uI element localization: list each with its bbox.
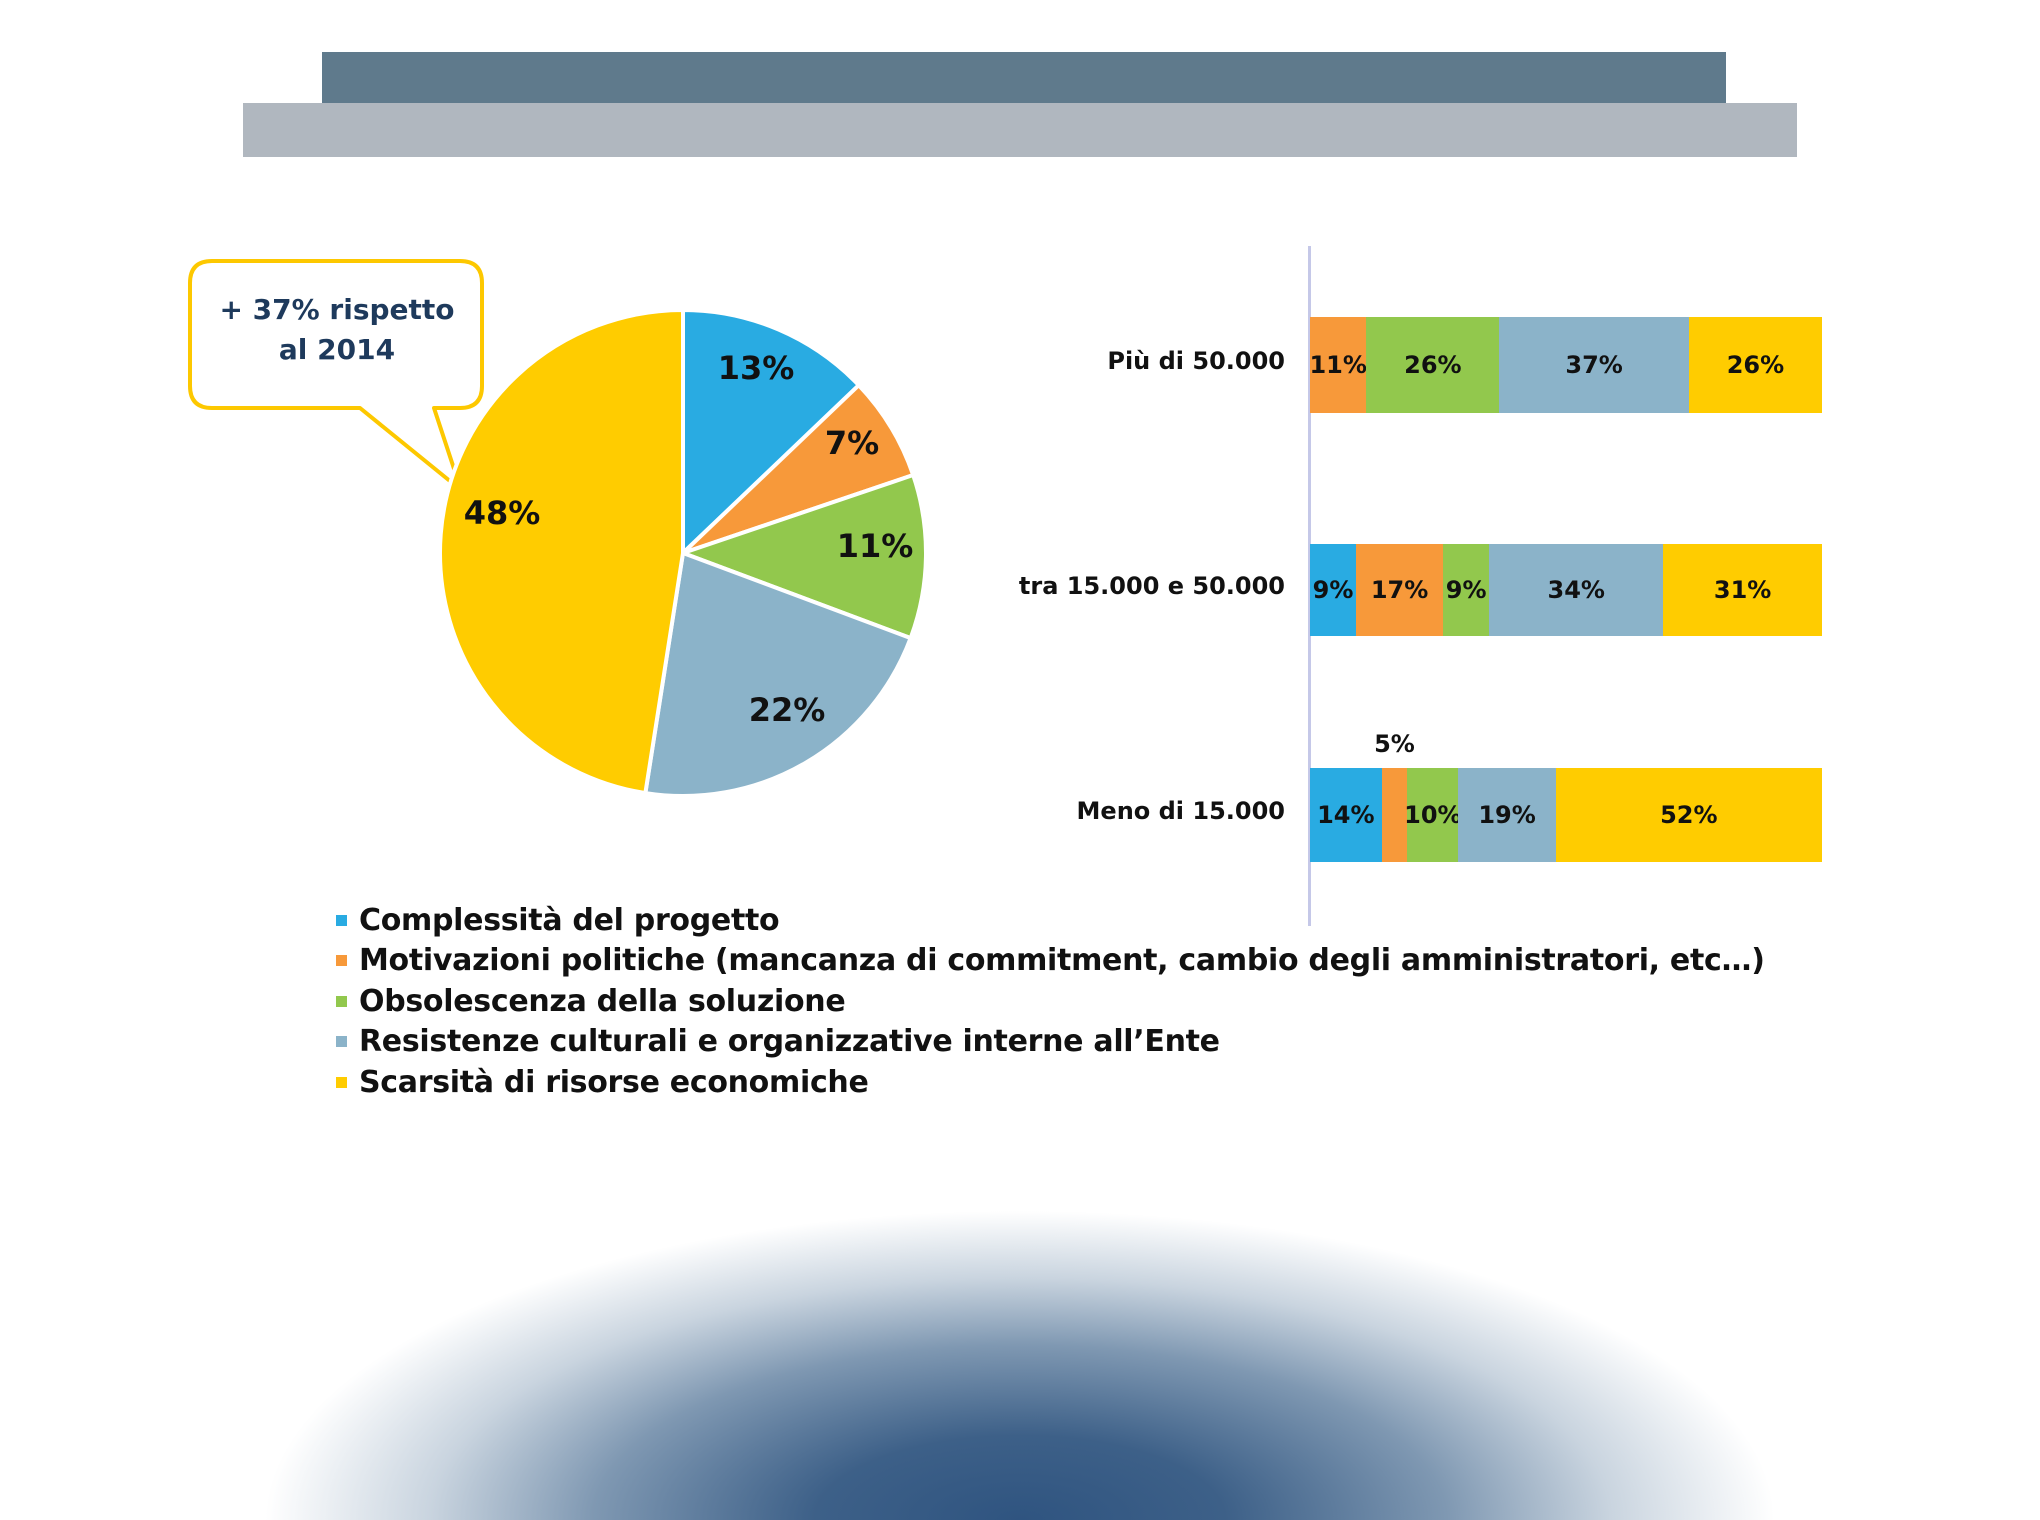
header-subtitle-bar	[243, 103, 1797, 157]
bar-segment-label: 14%	[1317, 801, 1375, 829]
bar-segment-label: 17%	[1370, 576, 1429, 604]
legend-item: Scarsità di risorse economiche	[336, 1062, 1765, 1103]
pie-label-scarsita: 48%	[463, 494, 541, 532]
bar-segment: 52%	[1555, 768, 1822, 862]
pie-chart	[438, 307, 928, 798]
bar-segment-label: 34%	[1547, 576, 1605, 604]
bar-segment-label: 10%	[1404, 801, 1462, 829]
header-title-bar	[322, 52, 1726, 103]
legend-label: Resistenze culturali e organizzative int…	[359, 1024, 1220, 1060]
legend-label: Complessità del progetto	[359, 902, 780, 938]
legend-swatch-icon	[336, 995, 347, 1007]
pie-slice-complessita	[681, 307, 862, 558]
chart-graphics	[188, 259, 928, 798]
bar-chart-axis	[1308, 246, 1311, 926]
bar-category-label: tra 15.000 e 50.000	[1018, 572, 1285, 600]
bar-segment: 37%	[1499, 317, 1689, 413]
bar-segment: 26%	[1366, 317, 1500, 413]
legend-label: Scarsità di risorse economiche	[359, 1064, 869, 1100]
chart-legend: Complessità del progetto Motivazioni poli…	[336, 900, 1765, 1103]
bar-segment: 5%	[1374, 730, 1415, 862]
pie-slice-resistenze	[643, 550, 914, 798]
bar-segment: 31%	[1663, 544, 1822, 636]
bar-segment: 26%	[1688, 317, 1822, 413]
stacked-bar-row: 11% 26% 37% 26%	[1309, 317, 1822, 413]
bar-segment-label: 11%	[1309, 351, 1367, 379]
pie-label-resistenze: 22%	[748, 691, 826, 729]
bar-segment-label: 52%	[1660, 801, 1718, 829]
pie-slice-motivazioni	[681, 382, 916, 555]
legend-label: Motivazioni politiche (mancanza di commi…	[359, 943, 1765, 979]
stacked-bar-row: 14% 5% 10% 19% 52%	[1310, 730, 1822, 862]
bar-segment: 17%	[1356, 544, 1444, 636]
bar-category-label: Più di 50.000	[1107, 347, 1285, 375]
legend-item: Complessità del progetto	[336, 900, 1765, 941]
pie-slice-scarsita	[438, 307, 685, 796]
bar-segment: 11%	[1309, 317, 1367, 413]
bar-segment: 9%	[1443, 544, 1490, 636]
pie-slice-obsolescenza	[677, 472, 928, 641]
legend-swatch-icon	[336, 914, 347, 926]
bar-segment-label: 26%	[1726, 351, 1785, 379]
legend-item: Obsolescenza della soluzione	[336, 981, 1765, 1022]
pie-label-complessita: 13%	[717, 349, 795, 387]
legend-swatch-icon	[336, 955, 347, 967]
bar-segment-label: 5%	[1374, 730, 1415, 758]
callout-text: + 37% rispetto al 2014	[194, 290, 480, 370]
bar-segment: 14%	[1310, 768, 1382, 862]
pie-label-motivazioni: 7%	[824, 424, 880, 462]
bar-segment: 34%	[1489, 544, 1664, 636]
bar-segment-label: 9%	[1445, 576, 1487, 604]
legend-swatch-icon	[336, 1076, 347, 1088]
bar-segment-label: 9%	[1312, 576, 1354, 604]
legend-label: Obsolescenza della soluzione	[359, 983, 846, 1019]
legend-item: Resistenze culturali e organizzative int…	[336, 1022, 1765, 1063]
callout-bubble	[188, 259, 484, 492]
callout-line-2: al 2014	[278, 333, 396, 366]
bar-segment-label: 19%	[1478, 801, 1536, 829]
bar-segment: 19%	[1458, 768, 1556, 862]
bar-segment: 10%	[1404, 768, 1462, 862]
bar-category-label: Meno di 15.000	[1076, 797, 1285, 825]
callout-line-1: + 37% rispetto	[219, 293, 455, 326]
bar-segment-label: 26%	[1404, 351, 1462, 379]
pie-label-obsolescenza: 11%	[836, 527, 914, 565]
bar-segment-label: 31%	[1713, 576, 1772, 604]
bar-segment-label: 37%	[1565, 351, 1623, 379]
legend-swatch-icon	[336, 1036, 347, 1048]
legend-item: Motivazioni politiche (mancanza di commi…	[336, 941, 1765, 982]
bar-segment: 9%	[1310, 544, 1357, 636]
stacked-bar-row: 9% 17% 9% 34% 31%	[1310, 544, 1822, 636]
